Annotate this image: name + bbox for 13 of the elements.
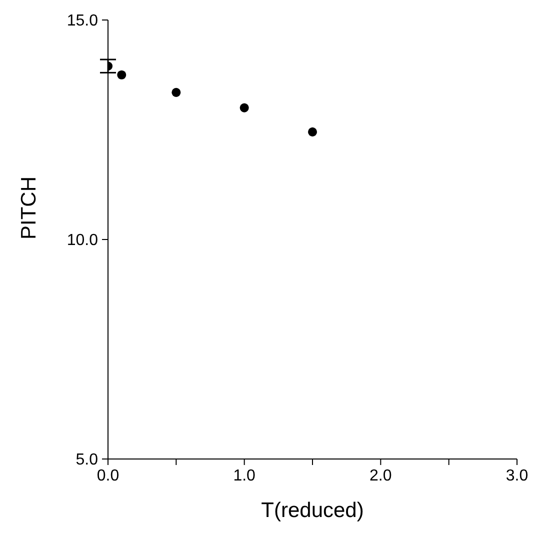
point [240,103,249,112]
y-axis-title: PITCH [17,176,40,240]
x-tick-label: 1.0 [233,467,256,484]
x-axis-title: T(reduced) [261,499,364,522]
y-tick-label: 15.0 [66,12,98,30]
y-tick-label: 10.0 [66,232,98,250]
x-tick-label: 0.0 [96,467,120,484]
x-tick-label: 2.0 [370,467,392,484]
point [172,88,181,97]
y-tick-label: 5.0 [76,452,98,469]
point [308,127,318,136]
point [117,70,126,80]
x-tick-label: 3.0 [506,467,528,484]
